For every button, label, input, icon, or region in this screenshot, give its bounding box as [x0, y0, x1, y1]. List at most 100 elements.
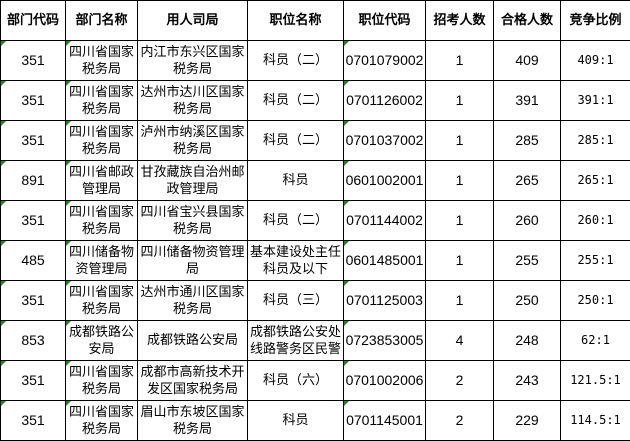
dept-name-cell: 四川省国家税务局 [65, 80, 138, 121]
table-row: 485 四川储备物资管理局 四川储备物资管理局 基本建设处主任科员及以下 0601485… [0, 240, 630, 281]
position-code-cell: 0723853005 [343, 320, 426, 361]
recruit-cell: 1 [425, 120, 494, 161]
position-code-cell: 0601002001 [343, 160, 426, 201]
position-code-cell: 0701079002 [343, 40, 426, 81]
dept-name-cell: 四川储备物资管理局 [65, 240, 138, 281]
position-cell: 成都铁路公安处线路警务区民警 [247, 320, 344, 361]
ratio-cell: 250:1 [560, 280, 630, 321]
qualified-cell: 248 [493, 320, 561, 361]
header-recruit: 招考人数 [425, 0, 494, 41]
position-code-cell: 0701002006 [343, 360, 426, 401]
bureau-cell: 达州市通川区国家税务局 [137, 280, 248, 321]
bureau-cell: 四川储备物资管理局 [137, 240, 248, 281]
dept-code-cell: 351 [0, 40, 66, 81]
qualified-cell: 391 [493, 80, 561, 121]
table-row: 891 四川省邮政管理局 甘孜藏族自治州邮政管理局 科员 0601002001 1 265 2… [0, 160, 630, 201]
qualified-cell: 255 [493, 240, 561, 281]
dept-name-cell: 四川省国家税务局 [65, 360, 138, 401]
bureau-cell: 内江市东兴区国家税务局 [137, 40, 248, 81]
recruit-cell: 2 [425, 360, 494, 401]
table-row: 351 四川省国家税务局 达州市通川区国家税务局 科员（三） 0701125003 1 25… [0, 280, 630, 321]
bureau-cell: 成都市高新技术开发区国家税务局 [137, 360, 248, 401]
recruit-cell: 1 [425, 40, 494, 81]
dept-name-cell: 四川省邮政管理局 [65, 160, 138, 201]
header-dept-code: 部门代码 [0, 0, 66, 41]
ratio-cell: 260:1 [560, 200, 630, 241]
recruit-cell: 1 [425, 280, 494, 321]
table-row: 351 四川省国家税务局 达州市达川区国家税务局 科员（二） 0701126002 1 39… [0, 80, 630, 121]
ratio-cell: 265:1 [560, 160, 630, 201]
header-position-code: 职位代码 [343, 0, 426, 41]
dept-name-cell: 四川省国家税务局 [65, 400, 138, 441]
bureau-cell: 成都铁路公安局 [137, 320, 248, 361]
table-row: 351 四川省国家税务局 泸州市纳溪区国家税务局 科员（二） 0701037002 1 28… [0, 120, 630, 161]
ratio-cell: 409:1 [560, 40, 630, 81]
qualified-cell: 250 [493, 280, 561, 321]
dept-name-cell: 四川省国家税务局 [65, 120, 138, 161]
dept-code-cell: 351 [0, 360, 66, 401]
header-position: 职位名称 [247, 0, 344, 41]
dept-code-cell: 351 [0, 200, 66, 241]
header-dept-name: 部门名称 [65, 0, 138, 41]
bureau-cell: 眉山市东坡区国家税务局 [137, 400, 248, 441]
dept-name-cell: 四川省国家税务局 [65, 280, 138, 321]
recruit-cell: 4 [425, 320, 494, 361]
dept-name-cell: 四川省国家税务局 [65, 200, 138, 241]
position-cell: 科员 [247, 400, 344, 441]
qualified-cell: 409 [493, 40, 561, 81]
qualified-cell: 285 [493, 120, 561, 161]
header-qualified: 合格人数 [493, 0, 561, 41]
position-code-cell: 0701126002 [343, 80, 426, 121]
bureau-cell: 甘孜藏族自治州邮政管理局 [137, 160, 248, 201]
dept-code-cell: 351 [0, 400, 66, 441]
position-code-cell: 0701144002 [343, 200, 426, 241]
ratio-cell: 255:1 [560, 240, 630, 281]
bureau-cell: 泸州市纳溪区国家税务局 [137, 120, 248, 161]
position-cell: 科员（六） [247, 360, 344, 401]
header-bureau: 用人司局 [137, 0, 248, 41]
qualified-cell: 260 [493, 200, 561, 241]
position-code-cell: 0701037002 [343, 120, 426, 161]
table-row: 853 成都铁路公安局 成都铁路公安局 成都铁路公安处线路警务区民警 072385300… [0, 320, 630, 361]
bureau-cell: 四川省宝兴县国家税务局 [137, 200, 248, 241]
dept-code-cell: 351 [0, 280, 66, 321]
recruit-cell: 1 [425, 160, 494, 201]
dept-code-cell: 485 [0, 240, 66, 281]
position-cell: 科员（二） [247, 80, 344, 121]
ratio-cell: 62:1 [560, 320, 630, 361]
recruit-cell: 1 [425, 80, 494, 121]
dept-code-cell: 351 [0, 80, 66, 121]
dept-name-cell: 成都铁路公安局 [65, 320, 138, 361]
table-row: 351 四川省国家税务局 四川省宝兴县国家税务局 科员（二） 0701144002 1 26… [0, 200, 630, 241]
position-cell: 科员（二） [247, 200, 344, 241]
header-ratio: 竞争比例 [560, 0, 630, 41]
dept-name-cell: 四川省国家税务局 [65, 40, 138, 81]
qualified-cell: 243 [493, 360, 561, 401]
position-cell: 科员（三） [247, 280, 344, 321]
dept-code-cell: 351 [0, 120, 66, 161]
recruit-cell: 1 [425, 200, 494, 241]
dept-code-cell: 853 [0, 320, 66, 361]
table-row: 351 四川省国家税务局 眉山市东坡区国家税务局 科员 0701145001 2 229 11… [0, 400, 630, 441]
position-code-cell: 0701125003 [343, 280, 426, 321]
recruit-cell: 2 [425, 400, 494, 441]
header-row: 部门代码 部门名称 用人司局 职位名称 职位代码 招考人数 合格人数 竞争比例 [0, 0, 630, 41]
ratio-cell: 391:1 [560, 80, 630, 121]
position-cell: 基本建设处主任科员及以下 [247, 240, 344, 281]
dept-code-cell: 891 [0, 160, 66, 201]
position-cell: 科员（二） [247, 40, 344, 81]
ratio-cell: 121.5:1 [560, 360, 630, 401]
position-cell: 科员（二） [247, 120, 344, 161]
position-code-cell: 0601485001 [343, 240, 426, 281]
position-code-cell: 0701145001 [343, 400, 426, 441]
table-row: 351 四川省国家税务局 内江市东兴区国家税务局 科员（二） 0701079002 1 40… [0, 40, 630, 81]
qualified-cell: 265 [493, 160, 561, 201]
ratio-cell: 114.5:1 [560, 400, 630, 441]
ratio-cell: 285:1 [560, 120, 630, 161]
recruit-cell: 1 [425, 240, 494, 281]
qualified-cell: 229 [493, 400, 561, 441]
position-cell: 科员 [247, 160, 344, 201]
table-row: 351 四川省国家税务局 成都市高新技术开发区国家税务局 科员（六） 070100200… [0, 360, 630, 401]
bureau-cell: 达州市达川区国家税务局 [137, 80, 248, 121]
